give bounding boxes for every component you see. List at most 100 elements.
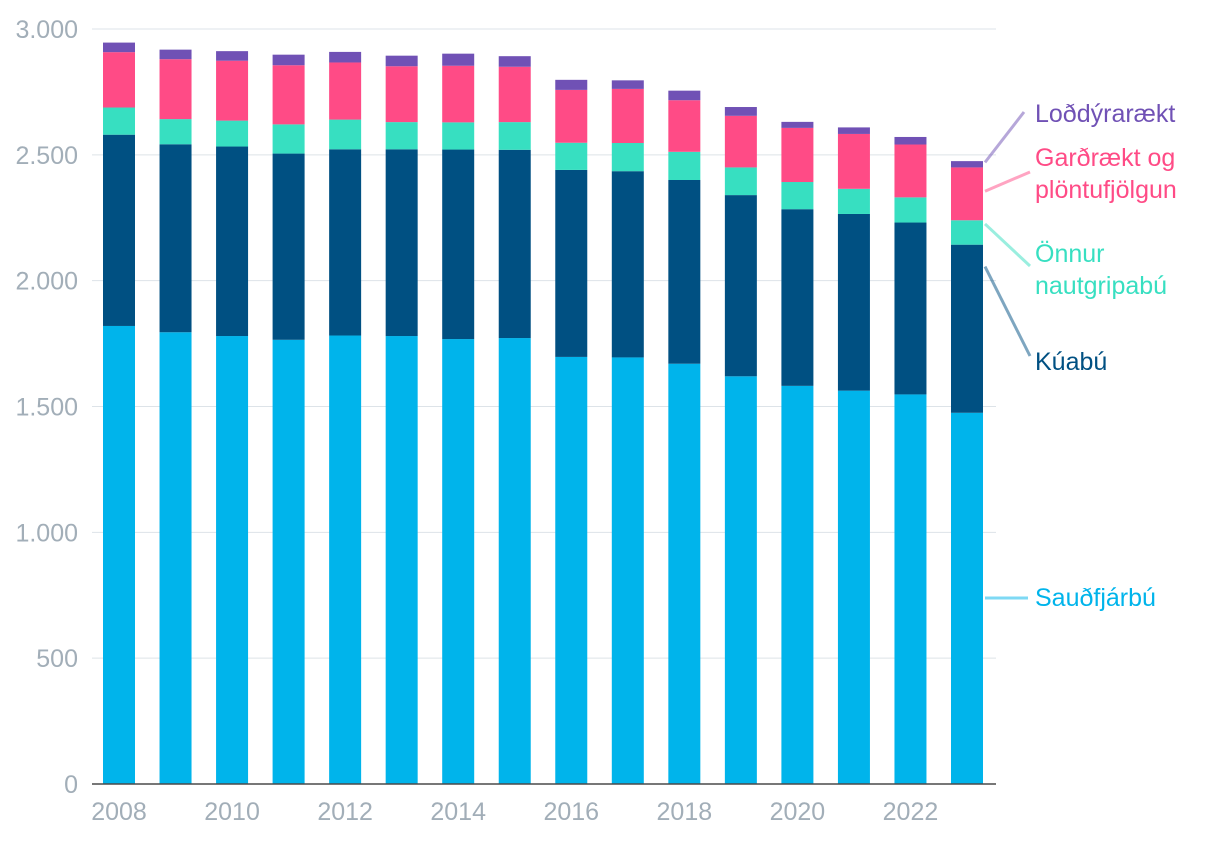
bar-saudfjarbu-2009 [159, 332, 192, 784]
bar-onnur-nautgripabu-2018 [668, 151, 701, 180]
bar-gardr-kt-og-plontufjolgun-2013 [385, 66, 418, 123]
bar-stack-2010 [216, 51, 249, 784]
bar-onnur-nautgripabu-2014 [442, 122, 475, 150]
bar-stack-2019 [724, 107, 757, 784]
bar-kuabu-2016 [555, 169, 588, 357]
x-tick-label: 2016 [543, 798, 599, 826]
bar-saudfjarbu-2010 [216, 336, 249, 784]
bar-loddyrar-kt-2018 [668, 90, 701, 101]
bar-loddyrar-kt-2014 [442, 53, 475, 66]
bar-gardr-kt-og-plontufjolgun-2009 [159, 59, 192, 120]
bar-stack-2018 [668, 90, 701, 784]
y-tick-label: 3.000 [15, 16, 78, 44]
bar-kuabu-2019 [724, 195, 757, 377]
bar-saudfjarbu-2012 [329, 335, 362, 784]
bar-stack-2015 [498, 56, 531, 784]
bar-stack-2014 [442, 53, 475, 784]
bar-onnur-nautgripabu-2019 [724, 167, 757, 196]
bar-kuabu-2008 [103, 134, 135, 326]
y-tick-label: 500 [36, 645, 78, 673]
bar-onnur-nautgripabu-2015 [498, 122, 531, 150]
bar-loddyrar-kt-2011 [272, 54, 305, 66]
bar-loddyrar-kt-2010 [216, 51, 249, 61]
bar-onnur-nautgripabu-2012 [329, 119, 362, 150]
bar-onnur-nautgripabu-2020 [781, 182, 814, 210]
bar-stack-2022 [894, 136, 927, 784]
legend-label-kuabu: Kúabú [1035, 348, 1107, 376]
bar-kuabu-2018 [668, 180, 701, 364]
bar-saudfjarbu-2008 [103, 325, 135, 784]
bar-gardr-kt-og-plontufjolgun-2021 [837, 133, 870, 189]
bar-saudfjarbu-2021 [837, 390, 870, 784]
bar-loddyrar-kt-2022 [894, 136, 927, 145]
x-tick-label: 2022 [883, 798, 939, 826]
bar-kuabu-2009 [159, 144, 192, 333]
bar-gardr-kt-og-plontufjolgun-2011 [272, 65, 305, 125]
legend-label-saudfjarbu: Sauðfjárbú [1035, 584, 1156, 612]
bar-loddyrar-kt-2021 [837, 127, 870, 134]
x-tick-label: 2018 [657, 798, 713, 826]
bar-loddyrar-kt-2017 [611, 80, 644, 89]
bar-stack-2011 [272, 54, 305, 784]
bar-loddyrar-kt-2013 [385, 55, 418, 67]
bar-gardr-kt-og-plontufjolgun-2022 [894, 144, 927, 198]
bar-onnur-nautgripabu-2017 [611, 143, 644, 172]
bar-stack-2012 [329, 51, 362, 784]
bar-stack-2020 [781, 121, 814, 784]
bar-kuabu-2012 [329, 149, 362, 336]
y-tick-label: 2.000 [15, 268, 78, 296]
legend-leader-kuabu [983, 265, 1032, 357]
bar-gardr-kt-og-plontufjolgun-2014 [442, 65, 475, 123]
bar-gardr-kt-og-plontufjolgun-2019 [724, 115, 757, 168]
y-axis-tick-labels: 0 500 1.000 1.500 2.000 2.500 3.000 [15, 16, 78, 799]
bar-loddyrar-kt-2012 [329, 51, 362, 63]
bar-saudfjarbu-2022 [894, 394, 927, 784]
bar-gardr-kt-og-plontufjolgun-2015 [498, 66, 531, 123]
bar-gardr-kt-og-plontufjolgun-2018 [668, 100, 701, 152]
bar-stack-2013 [385, 55, 418, 784]
legend-label-gardr-kt-og-plontufjolgun: Garðrækt og plöntufjölgun [1035, 144, 1177, 204]
x-axis-tick-labels: 2008 2010 2012 2014 2016 2018 2020 2022 [91, 798, 938, 826]
bar-saudfjarbu-2013 [385, 336, 418, 784]
bar-saudfjarbu-2023 [951, 412, 983, 784]
bar-saudfjarbu-2019 [724, 376, 757, 784]
bar-gardr-kt-og-plontufjolgun-2008 [103, 52, 135, 108]
x-tick-label: 2014 [430, 798, 486, 826]
bar-kuabu-2023 [951, 244, 983, 413]
bar-onnur-nautgripabu-2010 [216, 120, 249, 147]
bar-gardr-kt-og-plontufjolgun-2020 [781, 127, 814, 183]
x-tick-label: 2020 [770, 798, 826, 826]
bar-loddyrar-kt-2019 [724, 107, 757, 116]
bar-loddyrar-kt-2023 [951, 161, 983, 168]
bar-onnur-nautgripabu-2021 [837, 188, 870, 214]
bar-stack-2016 [555, 79, 588, 784]
bar-kuabu-2022 [894, 222, 927, 395]
bar-stack-2023 [951, 161, 983, 784]
bar-kuabu-2013 [385, 149, 418, 337]
bar-saudfjarbu-2015 [498, 338, 531, 784]
bar-stack-2009 [159, 49, 192, 784]
legend-leader-loddyrar-kt [983, 111, 1026, 164]
bar-onnur-nautgripabu-2008 [103, 107, 135, 135]
bar-onnur-nautgripabu-2023 [951, 220, 983, 245]
bar-kuabu-2010 [216, 146, 249, 337]
x-tick-label: 2010 [204, 798, 260, 826]
bar-stack-2021 [837, 127, 870, 784]
bar-kuabu-2017 [611, 171, 644, 358]
bar-gardr-kt-og-plontufjolgun-2012 [329, 62, 362, 120]
bar-saudfjarbu-2016 [555, 356, 588, 784]
y-tick-label: 2.500 [15, 142, 78, 170]
legend-label-onnur-nautgripabu: Önnur nautgripabú [1035, 240, 1167, 300]
bar-gardr-kt-og-plontufjolgun-2016 [555, 89, 588, 143]
y-tick-label: 0 [64, 771, 78, 799]
x-tick-label: 2008 [91, 798, 147, 826]
bar-saudfjarbu-2014 [442, 339, 475, 784]
bar-onnur-nautgripabu-2016 [555, 142, 588, 170]
bar-stack-2017 [611, 80, 644, 784]
bar-kuabu-2011 [272, 153, 305, 340]
bar-loddyrar-kt-2008 [103, 42, 135, 53]
bar-saudfjarbu-2017 [611, 357, 644, 784]
legend-leader-onnur-nautgripabu [983, 222, 1032, 268]
bar-loddyrar-kt-2020 [781, 121, 814, 128]
